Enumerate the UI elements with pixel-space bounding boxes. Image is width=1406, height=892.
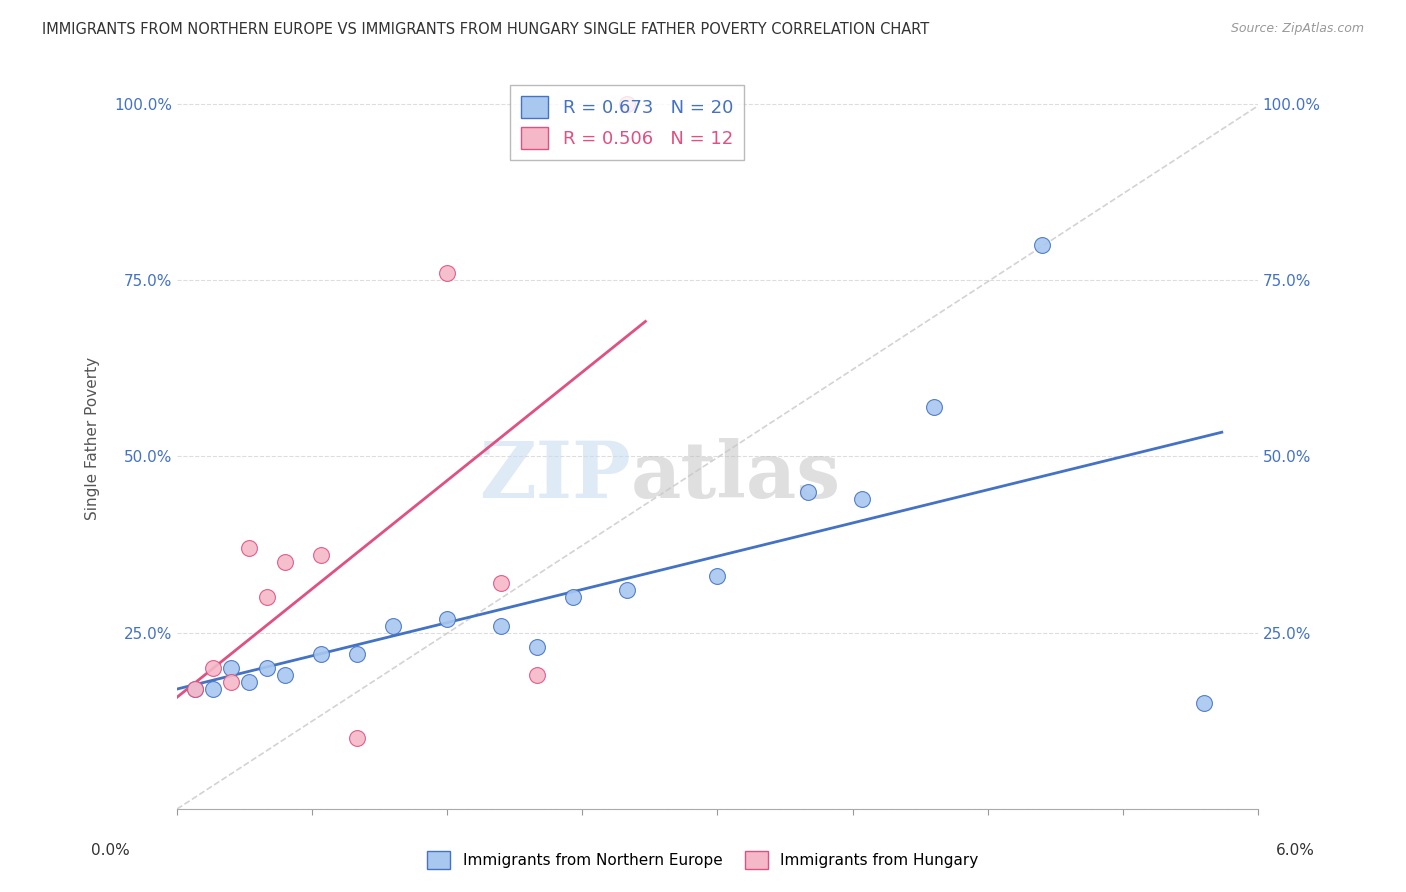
Text: 6.0%: 6.0% <box>1275 843 1315 858</box>
Point <box>616 96 638 111</box>
Point <box>202 661 225 675</box>
Point <box>274 668 297 682</box>
Y-axis label: Single Father Poverty: Single Father Poverty <box>86 357 100 520</box>
Point <box>346 647 368 661</box>
Legend: Immigrants from Northern Europe, Immigrants from Hungary: Immigrants from Northern Europe, Immigra… <box>422 845 984 875</box>
Text: 0.0%: 0.0% <box>91 843 131 858</box>
Point <box>796 484 818 499</box>
Point <box>1031 237 1053 252</box>
Point <box>1192 696 1215 710</box>
Point <box>922 400 945 414</box>
Point <box>562 591 585 605</box>
Point <box>346 731 368 746</box>
Point <box>706 569 728 583</box>
Point <box>616 583 638 598</box>
Point <box>436 611 458 625</box>
Legend: R = 0.673   N = 20, R = 0.506   N = 12: R = 0.673 N = 20, R = 0.506 N = 12 <box>510 85 744 160</box>
Point <box>309 548 332 562</box>
Point <box>274 555 297 569</box>
Point <box>238 675 260 690</box>
Point <box>309 647 332 661</box>
Point <box>382 618 405 632</box>
Point <box>219 675 242 690</box>
Text: atlas: atlas <box>631 438 841 514</box>
Point <box>238 541 260 555</box>
Text: IMMIGRANTS FROM NORTHERN EUROPE VS IMMIGRANTS FROM HUNGARY SINGLE FATHER POVERTY: IMMIGRANTS FROM NORTHERN EUROPE VS IMMIG… <box>42 22 929 37</box>
Point <box>491 618 513 632</box>
Point <box>256 591 278 605</box>
Point <box>851 491 873 506</box>
Point <box>184 682 207 697</box>
Point <box>184 682 207 697</box>
Point <box>436 266 458 280</box>
Point <box>526 668 548 682</box>
Point <box>219 661 242 675</box>
Point <box>526 640 548 654</box>
Text: ZIP: ZIP <box>479 438 631 514</box>
Point <box>202 682 225 697</box>
Point <box>256 661 278 675</box>
Text: Source: ZipAtlas.com: Source: ZipAtlas.com <box>1230 22 1364 36</box>
Point <box>491 576 513 591</box>
